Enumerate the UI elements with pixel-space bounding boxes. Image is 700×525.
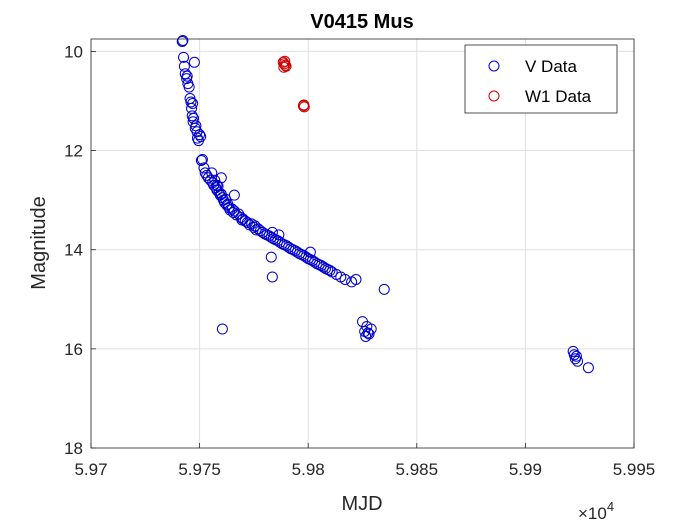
v-data-point	[570, 350, 582, 362]
v-data-point	[266, 271, 278, 283]
y-axis-label: Magnitude	[28, 196, 50, 289]
axis-ticks: 5.97 5.975 5.98 5.985 5.99 5.995 10 12 14 16 18	[64, 42, 655, 479]
v-data-point	[196, 153, 208, 165]
v-data-point	[188, 56, 200, 68]
v-data-point	[239, 215, 251, 227]
v-data-point	[362, 327, 374, 339]
legend: V Data W1 Data	[464, 44, 618, 114]
v-data-point	[216, 323, 228, 335]
v-data-point	[178, 60, 190, 72]
legend-v-data-label: V Data	[525, 57, 578, 76]
v-data-point	[187, 97, 199, 109]
x-tick-label: 5.98	[292, 460, 325, 479]
chart-title: V0415 Mus	[310, 11, 413, 33]
v-data-point	[198, 162, 210, 174]
v-data-point	[248, 221, 260, 233]
v-data-point	[183, 81, 195, 93]
w1-data-point	[298, 99, 310, 111]
legend-box	[464, 44, 618, 114]
v-data-point	[365, 323, 377, 335]
y-tick-label: 10	[64, 42, 83, 61]
v-data-point	[178, 51, 190, 63]
v-data-point	[194, 129, 206, 141]
x-tick-label: 5.985	[396, 460, 439, 479]
series-w1-data	[277, 55, 310, 113]
v-data-point	[324, 265, 336, 277]
plot-frame	[90, 38, 635, 449]
x-axis-label: MJD	[341, 493, 382, 515]
v-data-point	[265, 251, 277, 263]
w1-data-point	[279, 55, 291, 67]
v-data-point	[304, 246, 316, 258]
x-tick-label: 5.99	[509, 460, 542, 479]
v-data-point	[266, 226, 278, 238]
v-data-point	[181, 70, 193, 82]
y-tick-label: 14	[64, 241, 83, 260]
v-data-point	[378, 283, 390, 295]
v-data-point	[195, 154, 207, 166]
x-axis-exponent: ×104	[578, 499, 614, 523]
w1-data-point	[279, 59, 291, 71]
v-data-point	[339, 273, 351, 285]
v-data-point	[568, 349, 580, 361]
v-data-point	[228, 189, 240, 201]
v-data-point	[350, 273, 362, 285]
v-data-point	[179, 68, 191, 80]
x-exponent-base: ×10	[578, 504, 607, 523]
y-tick-label: 16	[64, 340, 83, 359]
y-tick-label: 18	[64, 439, 83, 458]
v-data-point	[185, 96, 197, 108]
v-data-point	[572, 355, 584, 367]
v-data-point	[360, 330, 372, 342]
x-tick-label: 5.975	[178, 460, 221, 479]
legend-v-data-marker	[488, 60, 500, 72]
x-exponent-power: 4	[607, 499, 614, 514]
series-v-data	[176, 34, 594, 374]
v-data-point	[195, 131, 207, 143]
w1-data-point	[278, 61, 290, 73]
v-data-point	[176, 35, 188, 47]
legend-w1-data-label: W1 Data	[525, 87, 592, 106]
y-tick-label: 12	[64, 142, 83, 161]
v-data-point	[227, 207, 239, 219]
v-data-point	[363, 328, 375, 340]
x-tick-label: 5.97	[74, 460, 107, 479]
v-data-point	[177, 34, 189, 46]
x-tick-label: 5.995	[613, 460, 656, 479]
v-data-point	[582, 362, 594, 374]
v-data-point	[215, 172, 227, 184]
v-data-point	[186, 110, 198, 122]
legend-w1-data-marker	[488, 90, 500, 102]
